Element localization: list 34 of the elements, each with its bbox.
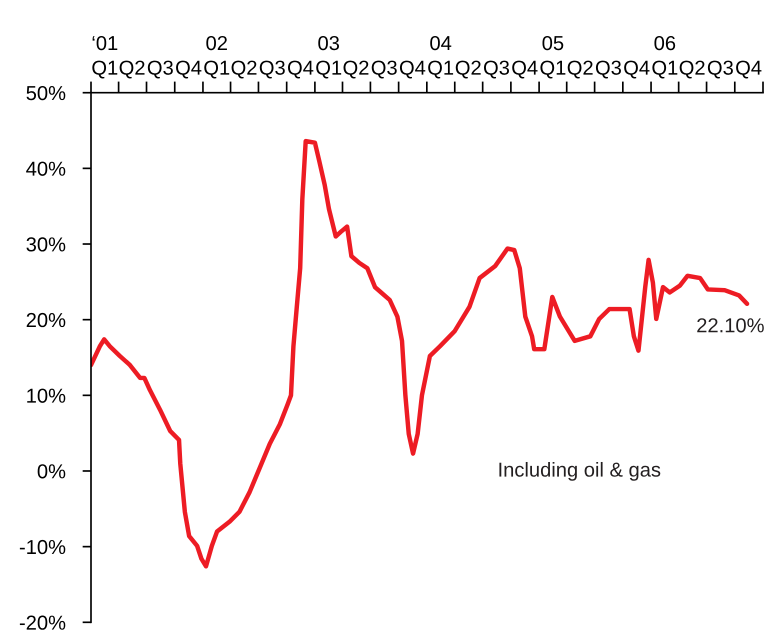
x-tick-label: 03 Q1 <box>316 36 342 78</box>
y-tick-label: -20% <box>20 616 66 630</box>
x-tick-label: Q3 <box>596 60 621 78</box>
y-tick-label: -10% <box>20 540 66 554</box>
x-tick-label: ‘01 Q1 <box>92 36 118 78</box>
x-tick-label: Q3 <box>372 60 397 78</box>
y-tick-label: 20% <box>26 312 66 328</box>
x-tick-label: Q2 <box>120 60 145 78</box>
y-tick-label: 30% <box>26 237 66 252</box>
y-tick-label: 40% <box>26 162 66 176</box>
x-tick-label: 05 Q1 <box>540 36 566 78</box>
x-tick-label: Q2 <box>568 60 593 78</box>
x-tick-label: Q4 <box>512 60 538 78</box>
annotation: Including oil & gas <box>499 462 660 481</box>
x-tick-label: Q2 <box>680 60 705 78</box>
y-tick-label: 10% <box>27 388 66 403</box>
x-tick-label: Q4 <box>288 60 314 78</box>
x-tick-label: Q3 <box>708 60 733 78</box>
x-tick-label: Q3 <box>148 60 173 78</box>
x-tick-label: Q4 <box>176 60 202 78</box>
x-tick-label: Q4 <box>400 60 426 78</box>
x-tick-label: Q2 <box>344 60 368 78</box>
x-tick-label: 02 Q1 <box>204 36 230 78</box>
x-tick-label: Q2 <box>232 60 256 78</box>
x-tick-label: Q3 <box>260 60 285 78</box>
y-tick-label: 0% <box>38 464 66 478</box>
x-tick-label: 06 Q1 <box>652 36 678 78</box>
x-tick-label: Q4 <box>624 60 650 78</box>
x-tick-label: 04 Q1 <box>428 36 454 78</box>
y-tick-label: 50% <box>26 86 66 100</box>
x-tick-label: Q3 <box>484 60 510 78</box>
annotation: 22.10% <box>697 318 764 332</box>
x-tick-label: Q4 <box>736 60 762 78</box>
x-tick-label: Q2 <box>456 60 481 78</box>
